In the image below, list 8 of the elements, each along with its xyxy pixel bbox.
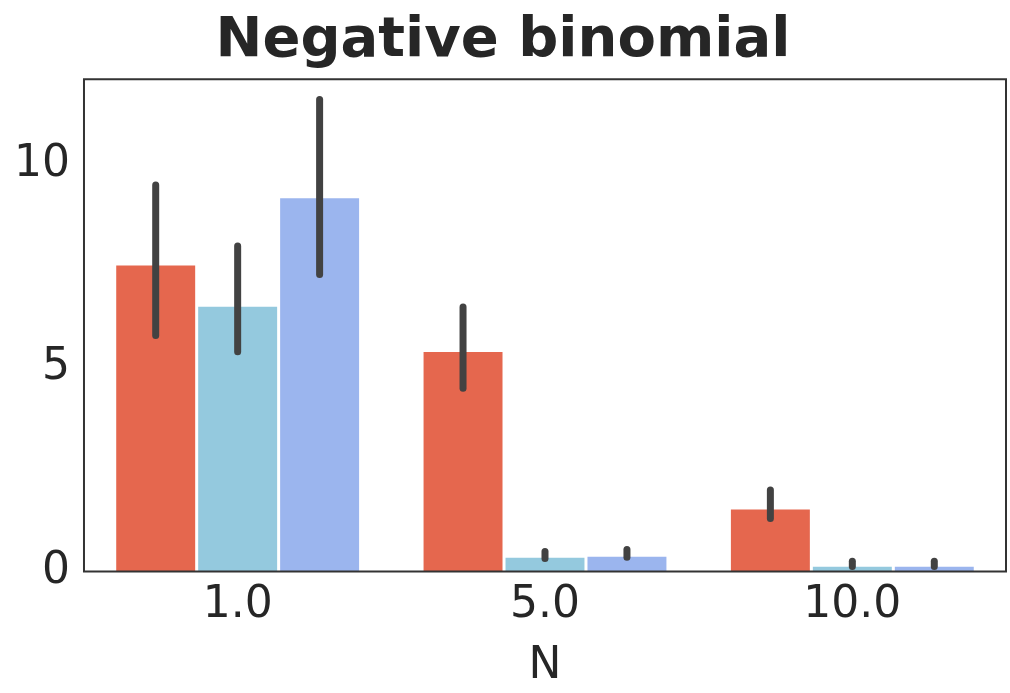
y-tick-label: 10 [13, 135, 70, 187]
y-tick-label: 5 [41, 338, 70, 390]
chart-title: Negative binomial [215, 4, 791, 70]
x-axis-title: N [528, 637, 562, 689]
y-tick-label: 0 [41, 541, 70, 593]
x-tick-label: 10.0 [803, 576, 902, 628]
x-tick-label: 5.0 [510, 576, 580, 628]
x-tick-label: 1.0 [202, 576, 273, 628]
